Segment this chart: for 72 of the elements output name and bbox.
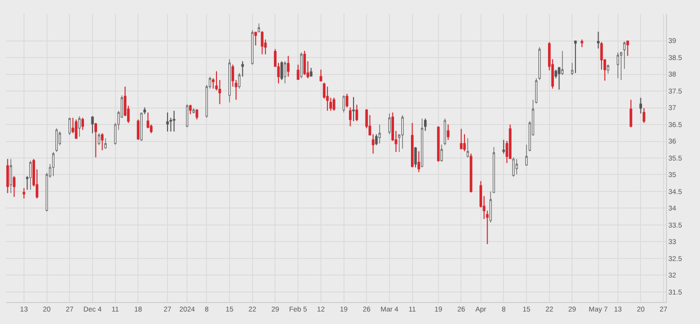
candlestick	[346, 93, 348, 108]
candlestick	[166, 112, 169, 132]
candlestick	[326, 86, 329, 112]
candlestick	[508, 124, 512, 160]
candlestick	[196, 108, 198, 120]
candlestick	[74, 118, 78, 140]
candlestick	[146, 112, 150, 129]
candlestick	[596, 31, 600, 49]
candlestick	[352, 96, 355, 122]
candlestick	[356, 104, 358, 122]
candlestick	[348, 106, 352, 127]
candlestick	[516, 158, 518, 175]
candlestick	[189, 104, 192, 115]
candlestick	[466, 138, 469, 158]
candlestick	[98, 132, 100, 146]
candlestick	[300, 52, 302, 79]
candlestick	[296, 64, 300, 80]
candlestick	[342, 95, 345, 113]
candlestick	[580, 38, 584, 48]
candlestick	[460, 128, 463, 150]
candlestick	[52, 152, 54, 176]
candlestick	[78, 116, 81, 137]
candlestick	[91, 116, 94, 134]
candlestick	[81, 117, 84, 130]
candlestick	[642, 108, 646, 124]
candlestick	[254, 31, 257, 46]
candlestick	[286, 55, 290, 78]
candlestick	[251, 30, 254, 65]
candlestick	[100, 132, 104, 151]
candlestick	[616, 52, 619, 79]
candlestick	[401, 114, 404, 149]
candlestick	[310, 67, 312, 78]
candlestick	[29, 160, 32, 190]
candlestick	[284, 60, 286, 84]
candlestick	[446, 124, 450, 140]
candlestick	[420, 118, 424, 168]
candlestick	[410, 122, 414, 168]
candlestick	[626, 40, 629, 56]
candlestick	[136, 118, 140, 140]
candlestick	[378, 124, 381, 144]
candlestick	[606, 64, 610, 74]
candlestick	[10, 158, 12, 194]
candlestick	[388, 113, 391, 135]
candlestick	[260, 30, 264, 55]
candlestick	[104, 138, 107, 149]
candlestick	[186, 104, 188, 128]
candlestick	[22, 188, 26, 200]
candlestick	[437, 126, 440, 162]
candlestick	[332, 97, 336, 112]
candlestick	[94, 122, 98, 158]
candlestick	[502, 139, 505, 154]
candlestick	[538, 46, 541, 80]
candlestick	[440, 144, 443, 162]
candlestick	[418, 150, 420, 173]
candlestick	[414, 146, 417, 168]
candlestick	[444, 118, 446, 146]
candlestick	[228, 58, 231, 103]
candlestick	[470, 153, 472, 193]
candlestick	[574, 40, 577, 74]
candlestick	[172, 110, 176, 132]
candlestick	[12, 176, 16, 198]
candlestick	[68, 118, 71, 136]
candlestick	[303, 50, 306, 76]
candlestick	[512, 157, 515, 178]
candlestick	[192, 108, 195, 114]
candlestick	[630, 99, 632, 128]
candlestick	[280, 60, 284, 80]
candlestick	[320, 69, 322, 82]
candlestick	[6, 158, 9, 194]
candlestick	[258, 23, 260, 33]
candlestick	[55, 128, 58, 152]
candlestick	[639, 97, 642, 114]
